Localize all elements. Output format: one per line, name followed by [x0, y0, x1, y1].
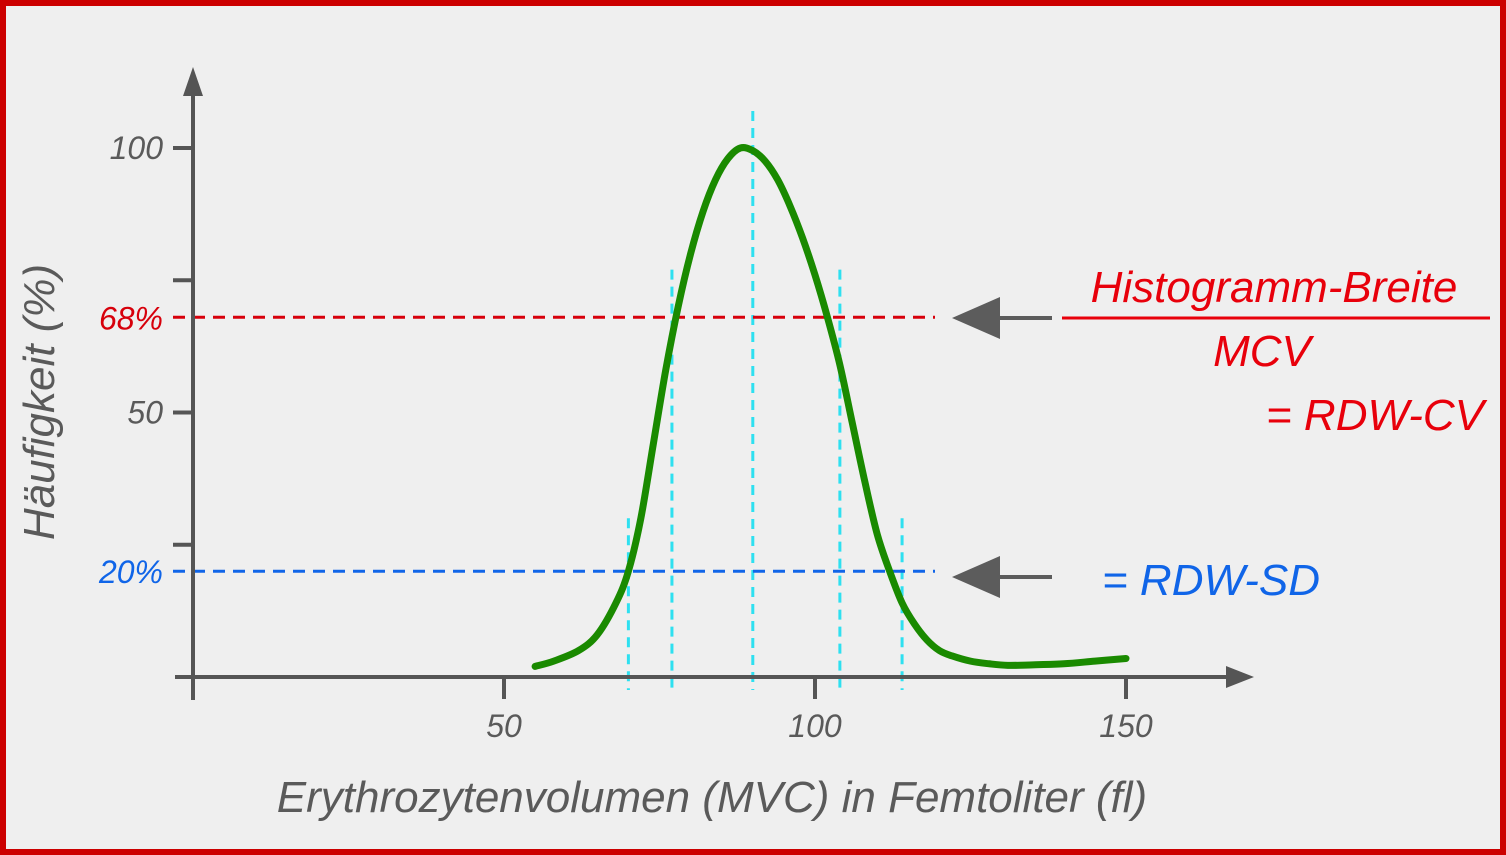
annotation-numerator: Histogramm-Breite	[1091, 263, 1458, 312]
annotation-rdw-cv: = RDW-CV	[1266, 391, 1488, 440]
series	[531, 144, 1130, 670]
y-tick-label: 100	[110, 130, 164, 166]
annotations: Histogramm-Breite MCV = RDW-CV = RDW-SD	[952, 263, 1490, 605]
y-axis-title: Häufigkeit (%)	[15, 264, 64, 540]
reference-label: 68%	[99, 300, 163, 336]
arrow-68-icon	[952, 297, 1000, 339]
y-tick-label: 50	[127, 395, 163, 431]
annotation-rdw-sd: = RDW-SD	[1102, 556, 1320, 605]
x-ticks: 50 100 150	[486, 677, 1153, 744]
x-tick-label: 100	[788, 708, 842, 744]
x-axis-arrow	[1226, 666, 1254, 688]
reference-lines: 68% 20%	[98, 300, 935, 590]
axes	[175, 67, 1254, 700]
annotation-denominator: MCV	[1213, 327, 1314, 376]
distribution-curve	[531, 144, 1130, 670]
reference-label: 20%	[98, 554, 163, 590]
guide-lines	[626, 110, 904, 690]
x-tick-label: 50	[486, 708, 522, 744]
arrow-20-icon	[952, 556, 1000, 598]
x-tick-label: 150	[1099, 708, 1153, 744]
x-axis-title: Erythrozytenvolumen (MVC) in Femtoliter …	[277, 773, 1147, 822]
y-axis-arrow	[183, 67, 203, 96]
y-ticks: 50 100	[110, 130, 193, 547]
